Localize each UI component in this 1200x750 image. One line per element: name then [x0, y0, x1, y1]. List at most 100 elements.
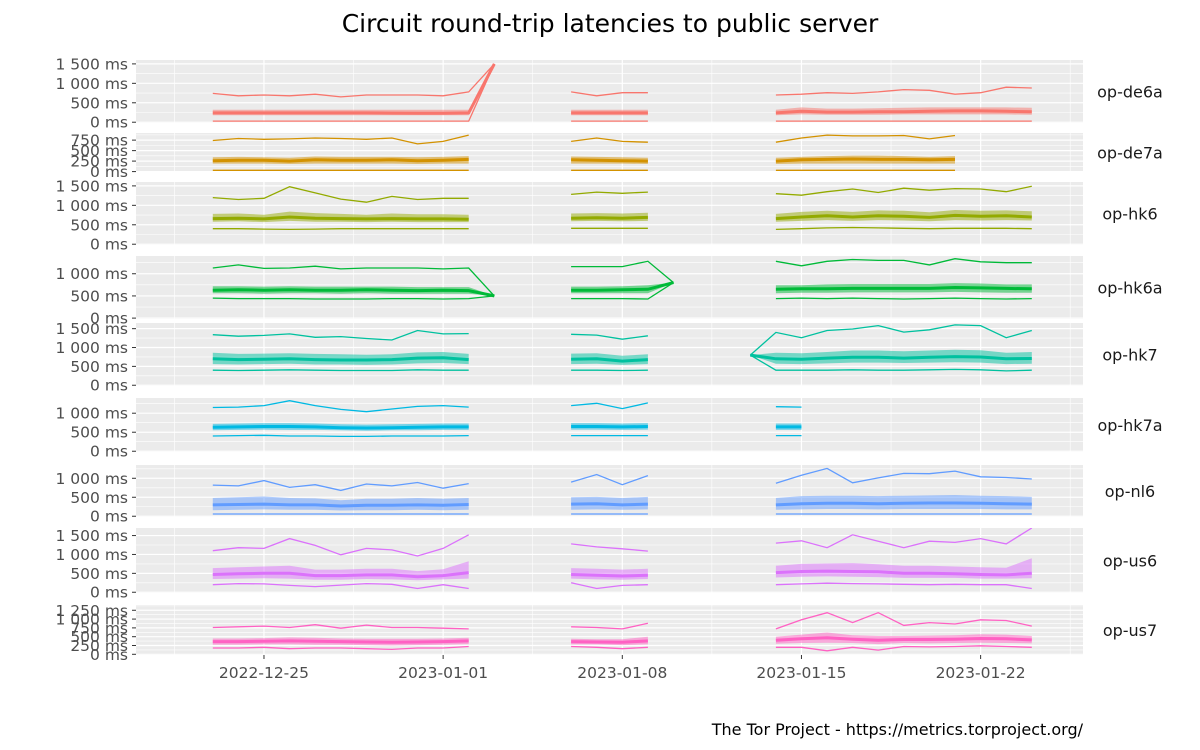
panel-label: op-hk6a — [1097, 279, 1162, 298]
low-line — [212, 63, 495, 122]
high-line — [212, 264, 495, 297]
series-segment — [775, 86, 1032, 122]
y-tick-label: 500 ms — [70, 216, 128, 234]
median-line — [571, 639, 648, 644]
panel-label: op-hk6 — [1102, 205, 1157, 224]
x-tick-label: 2022-12-25 — [219, 664, 309, 682]
median-line — [775, 501, 1032, 507]
y-tick-label: 0 ms — [90, 584, 128, 602]
panel-label: op-hk7 — [1102, 346, 1157, 365]
panel-data — [212, 63, 1032, 122]
y-tick-label: 500 ms — [70, 358, 128, 376]
y-tick-label: 500 ms — [70, 565, 128, 583]
high-line — [775, 467, 1032, 484]
y-tick-label: 1 000 ms — [56, 611, 128, 629]
panel-label: op-hk7a — [1097, 416, 1162, 435]
panel-data — [212, 258, 1032, 300]
low-line — [775, 297, 1032, 300]
y-tick-label: 1 500 ms — [56, 320, 128, 338]
y-tick-label: 1 500 ms — [56, 177, 128, 195]
panel-data — [212, 611, 1032, 652]
y-tick-label: 0 ms — [90, 114, 128, 132]
low-line — [212, 645, 469, 651]
series-segment — [212, 329, 469, 372]
high-line — [571, 260, 674, 284]
panel-data — [212, 467, 1032, 515]
series-segment — [775, 406, 802, 437]
high-line — [749, 324, 1032, 356]
high-line — [775, 611, 1032, 630]
y-tick-label: 750 ms — [70, 619, 128, 637]
high-line — [775, 86, 1032, 96]
high-line — [212, 534, 470, 557]
x-tick-label: 2023-01-01 — [398, 664, 488, 682]
low-line — [212, 582, 469, 590]
y-tick-label: 500 ms — [70, 287, 128, 305]
chart-title: Circuit round-trip latencies to public s… — [342, 9, 879, 38]
series-segment — [212, 624, 469, 651]
high-line — [571, 191, 648, 196]
y-tick-label: 1 000 ms — [56, 265, 128, 283]
panel-op-hk6: 0 ms 500 ms1 000 ms 1 500 ms op-hk6 — [56, 177, 1158, 253]
low-line — [571, 645, 648, 650]
panel-data — [212, 185, 1032, 231]
y-tick-label: 500 ms — [70, 489, 128, 507]
median-line — [775, 157, 956, 163]
series-segment — [571, 402, 649, 437]
y-tick-label: 1 000 ms — [56, 470, 128, 488]
y-tick-label: 500 ms — [70, 424, 128, 442]
high-line — [571, 622, 649, 630]
chart-caption: The Tor Project - https://metrics.torpro… — [711, 720, 1084, 739]
median-line — [750, 353, 1032, 361]
y-tick-label: 1 000 ms — [56, 339, 128, 357]
series-segment — [212, 479, 469, 515]
high-line — [571, 91, 648, 97]
iqr-band — [212, 496, 469, 511]
panel-background — [136, 528, 1083, 593]
median-line — [212, 157, 469, 163]
y-tick-label: 0 ms — [90, 443, 128, 461]
iqr-band — [212, 63, 495, 116]
median-line — [571, 357, 648, 363]
median-line — [571, 158, 648, 163]
series-segment — [571, 137, 648, 171]
y-tick-label: 0 ms — [90, 163, 128, 181]
panel-data — [212, 400, 802, 438]
y-tick-label: 500 ms — [70, 628, 128, 646]
y-tick-label: 1 000 ms — [56, 75, 128, 93]
panel-data — [212, 134, 956, 171]
panel-op-hk6a: 0 ms 500 ms 1 000 ms op-hk6a — [56, 256, 1163, 328]
high-line — [212, 329, 469, 341]
high-line — [775, 528, 1033, 549]
series-segment — [212, 134, 469, 171]
y-tick-label: 0 ms — [90, 310, 128, 328]
low-line — [212, 434, 469, 438]
series-segment — [749, 324, 1032, 372]
panel-label: op-us6 — [1103, 552, 1157, 571]
low-line — [749, 354, 1032, 372]
panel-label: op-nl6 — [1105, 482, 1155, 501]
panel-label: op-de7a — [1097, 144, 1163, 163]
y-tick-label: 1 500 ms — [56, 527, 128, 545]
high-line — [775, 134, 956, 143]
y-tick-label: 0 ms — [90, 236, 128, 254]
series-segment — [212, 63, 496, 122]
y-tick-label: 500 ms — [70, 94, 128, 112]
high-line — [212, 400, 469, 413]
median-line — [212, 63, 496, 115]
high-line — [571, 543, 648, 552]
y-tick-label: 250 ms — [70, 637, 128, 655]
y-tick-label: 0 ms — [90, 646, 128, 664]
series-segment — [212, 264, 495, 300]
panel-data — [212, 324, 1032, 372]
high-line — [212, 186, 469, 203]
y-tick-label: 0 ms — [90, 377, 128, 395]
high-line — [212, 134, 469, 145]
y-tick-label: 750 ms — [70, 132, 128, 150]
high-line — [570, 473, 649, 486]
series-segment — [571, 333, 648, 372]
